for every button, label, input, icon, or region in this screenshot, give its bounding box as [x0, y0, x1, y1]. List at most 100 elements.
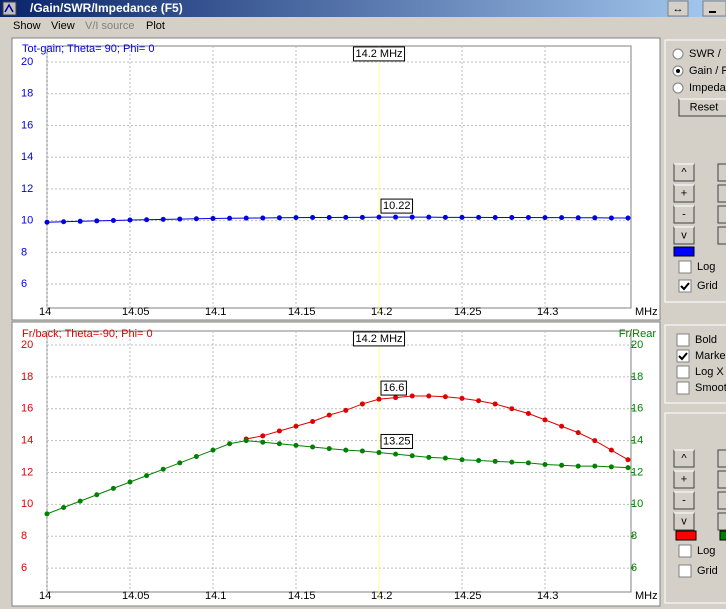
side-button[interactable]: [717, 491, 726, 510]
side-button[interactable]: [717, 226, 726, 245]
check-mark: [678, 352, 688, 361]
data-point: [243, 438, 249, 444]
data-point: [243, 215, 249, 221]
y-tick-label: 12: [21, 466, 33, 478]
x-tick-label: 14: [39, 590, 51, 602]
data-point: [592, 215, 598, 221]
data-point: [575, 215, 581, 221]
checkbox-label: Grid: [697, 280, 718, 292]
x-axis-label: MHz: [635, 590, 658, 602]
side-button[interactable]: [717, 512, 726, 531]
resize-button[interactable]: [667, 0, 689, 17]
data-point: [575, 430, 581, 436]
x-tick-label: 14.2: [371, 306, 392, 318]
y-tick-label: 6: [21, 278, 27, 290]
data-point: [459, 214, 465, 220]
data-point: [343, 447, 349, 453]
y2-tick-label: 20: [631, 339, 643, 351]
marker-label-box: [352, 46, 406, 62]
side-button[interactable]: [717, 184, 726, 203]
title-bar: [0, 0, 726, 17]
radio-dot: [676, 69, 680, 73]
side-button[interactable]: [717, 163, 726, 182]
control-group: [664, 324, 726, 404]
x-axis-label: MHz: [635, 306, 658, 318]
menu-item[interactable]: View: [51, 20, 75, 32]
radio-button[interactable]: [672, 82, 684, 94]
data-point: [94, 492, 100, 498]
data-point: [160, 216, 166, 222]
data-point: [210, 447, 216, 453]
data-point: [326, 214, 332, 220]
data-point: [144, 473, 150, 479]
menu-item[interactable]: Show: [13, 20, 41, 32]
data-point: [592, 438, 598, 444]
y-tick-label: 18: [21, 371, 33, 383]
data-point: [625, 215, 631, 221]
checkbox[interactable]: [676, 365, 690, 379]
menu-item[interactable]: V/I source: [85, 20, 135, 32]
y-tick-label: 8: [21, 530, 27, 542]
radio-label: SWR /: [689, 48, 722, 60]
y-tick-label: 16: [21, 119, 33, 131]
data-point: [310, 444, 316, 450]
plot-frame: [46, 45, 632, 309]
data-point: [559, 215, 565, 221]
data-point: [476, 458, 482, 464]
checkbox-label: Log X: [695, 366, 724, 378]
checkbox[interactable]: [678, 260, 692, 274]
data-point: [426, 393, 432, 399]
y-tick-label: 16: [21, 403, 33, 415]
data-point: [276, 215, 282, 221]
chart-title: Tot-gain; Theta= 90; Phi= 0: [22, 43, 155, 55]
y-tick-label: 12: [21, 183, 33, 195]
marker-label: 14.2 MHz: [355, 333, 402, 345]
data-point: [193, 454, 199, 460]
data-point: [393, 395, 399, 401]
data-point: [542, 215, 548, 221]
data-point: [409, 393, 415, 399]
color-swatch[interactable]: [673, 246, 695, 257]
checkbox[interactable]: [676, 349, 690, 363]
y-tick-label: 14: [21, 151, 33, 163]
checkbox-label: Smooth: [695, 382, 726, 394]
data-point: [77, 218, 83, 224]
color-swatch[interactable]: [675, 530, 697, 541]
checkbox[interactable]: [678, 564, 692, 578]
menu-item[interactable]: Plot: [146, 20, 165, 32]
side-button[interactable]: [717, 205, 726, 224]
side-button[interactable]: [717, 470, 726, 489]
data-point: [509, 406, 515, 412]
data-point: [509, 214, 515, 220]
data-point: [608, 215, 614, 221]
data-point: [376, 214, 382, 220]
data-point: [177, 216, 183, 222]
data-point: [144, 217, 150, 223]
data-point: [492, 401, 498, 407]
data-point: [426, 214, 432, 220]
y-tick-label: 6: [21, 562, 27, 574]
data-point: [559, 462, 565, 468]
button-label: Reset: [690, 101, 719, 113]
minimize-button[interactable]: [702, 0, 726, 17]
data-point: [44, 219, 50, 225]
checkbox[interactable]: [676, 381, 690, 395]
data-point: [343, 214, 349, 220]
side-button[interactable]: [717, 449, 726, 468]
color-swatch[interactable]: [719, 530, 726, 541]
x-tick-label: 14.25: [454, 590, 482, 602]
data-point: [492, 458, 498, 464]
control-group: [664, 412, 726, 604]
y2-tick-label: 12: [631, 466, 643, 478]
checkbox[interactable]: [676, 333, 690, 347]
data-point: [61, 219, 67, 225]
checkbox[interactable]: [678, 279, 692, 293]
checkbox[interactable]: [678, 544, 692, 558]
x-tick-label: 14.3: [537, 590, 558, 602]
radio-button[interactable]: [672, 48, 684, 60]
data-point: [127, 479, 133, 485]
data-point: [227, 441, 233, 447]
data-point: [359, 401, 365, 407]
y-tick-label: 18: [21, 88, 33, 100]
x-tick-label: 14.3: [537, 306, 558, 318]
